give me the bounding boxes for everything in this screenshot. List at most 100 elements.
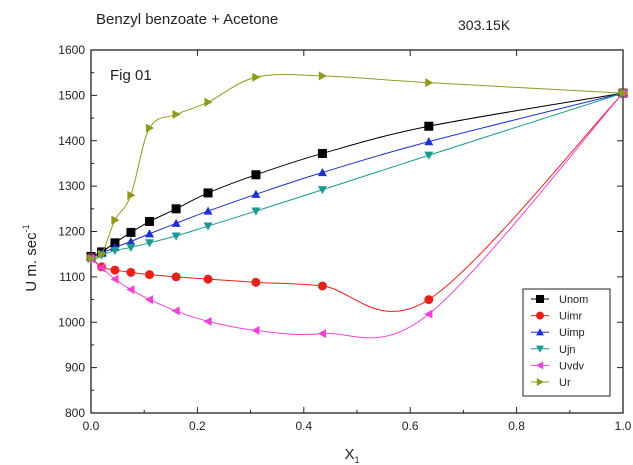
- data-point: [424, 121, 434, 131]
- data-point: [171, 204, 181, 214]
- series-line: [90, 92, 624, 258]
- data-point: [317, 186, 327, 195]
- data-point: [126, 243, 136, 252]
- series-uvdv: [86, 88, 627, 339]
- x-axis-label: X1: [344, 446, 359, 465]
- data-point: [171, 272, 181, 282]
- data-point: [619, 88, 628, 98]
- data-point: [110, 274, 119, 284]
- data-point: [317, 168, 327, 177]
- data-point: [317, 329, 327, 339]
- data-point: [98, 249, 107, 259]
- legend-marker: [536, 295, 544, 303]
- fig-annotation: Fig 01: [110, 67, 152, 84]
- x-axis-label-main: X: [344, 446, 354, 463]
- legend-label: Unom: [559, 294, 588, 306]
- series-uimr: [86, 88, 628, 312]
- data-point: [251, 207, 261, 216]
- data-point: [145, 229, 155, 238]
- data-point: [145, 217, 155, 227]
- data-point: [126, 236, 136, 246]
- data-point: [424, 137, 434, 146]
- legend-label: Uvdv: [559, 360, 585, 372]
- data-point: [424, 151, 434, 160]
- data-point: [203, 206, 213, 215]
- data-point: [424, 309, 433, 319]
- data-point: [251, 277, 261, 287]
- data-point: [425, 78, 434, 88]
- data-point: [126, 285, 135, 295]
- data-point: [318, 71, 327, 81]
- series-unom: [86, 88, 628, 261]
- y-tick-label: 1000: [58, 315, 85, 329]
- x-tick-label: 0.6: [402, 419, 419, 433]
- series-ur: [87, 71, 628, 264]
- data-point: [111, 215, 120, 225]
- data-point: [97, 263, 106, 273]
- legend-marker: [536, 361, 544, 370]
- series-line: [90, 92, 624, 312]
- data-point: [171, 306, 180, 316]
- series-line: [90, 92, 624, 260]
- data-point: [126, 267, 136, 277]
- y-tick-label: 1400: [58, 134, 85, 148]
- y-tick-label: 1600: [58, 43, 85, 57]
- data-point: [204, 97, 213, 107]
- data-point: [87, 254, 96, 264]
- data-point: [317, 281, 327, 291]
- data-point: [171, 218, 181, 227]
- data-point: [251, 189, 261, 198]
- legend-label: Uimp: [559, 327, 585, 339]
- chart-subtitle: 303.15K: [458, 17, 511, 33]
- data-point: [110, 265, 120, 275]
- data-point: [203, 316, 212, 326]
- data-point: [110, 238, 120, 248]
- y-tick-label: 900: [65, 361, 85, 375]
- legend-label: Uimr: [559, 311, 583, 323]
- legend-label: Ujn: [559, 344, 576, 356]
- series-uimp: [86, 88, 628, 261]
- data-point: [203, 222, 213, 231]
- series-line: [90, 92, 624, 257]
- legend-box: [522, 288, 611, 397]
- legend: Unom Uimr Uimp Ujn Uvdv Ur: [522, 288, 611, 397]
- data-point: [203, 274, 213, 284]
- data-point: [203, 188, 213, 198]
- data-point: [127, 190, 136, 200]
- data-point: [145, 295, 154, 305]
- legend-marker: [536, 311, 544, 320]
- y-axis-label-main: U m. sec: [23, 232, 40, 292]
- x-tick-label: 0.0: [83, 419, 100, 433]
- series-line: [90, 74, 624, 260]
- data-point: [252, 72, 261, 82]
- y-tick-label: 1100: [59, 270, 85, 284]
- data-point: [251, 325, 260, 335]
- legend-label: Ur: [559, 377, 571, 389]
- y-tick-label: 1300: [58, 179, 85, 193]
- data-point: [145, 239, 155, 248]
- data-point: [110, 246, 120, 256]
- data-point: [317, 148, 327, 158]
- legend-marker: [536, 345, 544, 353]
- y-tick-label: 1200: [58, 225, 85, 239]
- series-ujn: [86, 89, 628, 264]
- x-tick-label: 0.8: [508, 419, 525, 433]
- data-point: [145, 270, 155, 280]
- data-point: [424, 295, 434, 305]
- x-tick-label: 1.0: [615, 419, 632, 433]
- y-axis-label: U m. sec-1: [21, 224, 40, 291]
- legend-marker: [536, 378, 544, 386]
- data-point: [126, 227, 136, 237]
- data-point: [172, 109, 181, 119]
- data-point: [251, 170, 261, 180]
- data-point: [171, 232, 181, 241]
- x-tick-label: 0.2: [189, 419, 206, 433]
- chart-title: Benzyl benzoate + Acetone: [96, 11, 278, 28]
- y-axis-label-exponent: -1: [21, 224, 31, 232]
- x-axis-label-subscript: 1: [355, 455, 360, 465]
- plot-area: 0.0 0.2 0.4 0.6 0.8 1.0 800 900 1000 1100 1200 1300…: [58, 43, 631, 433]
- y-tick-label: 800: [65, 406, 85, 420]
- legend-marker: [536, 328, 544, 336]
- y-tick-label: 1500: [58, 88, 85, 102]
